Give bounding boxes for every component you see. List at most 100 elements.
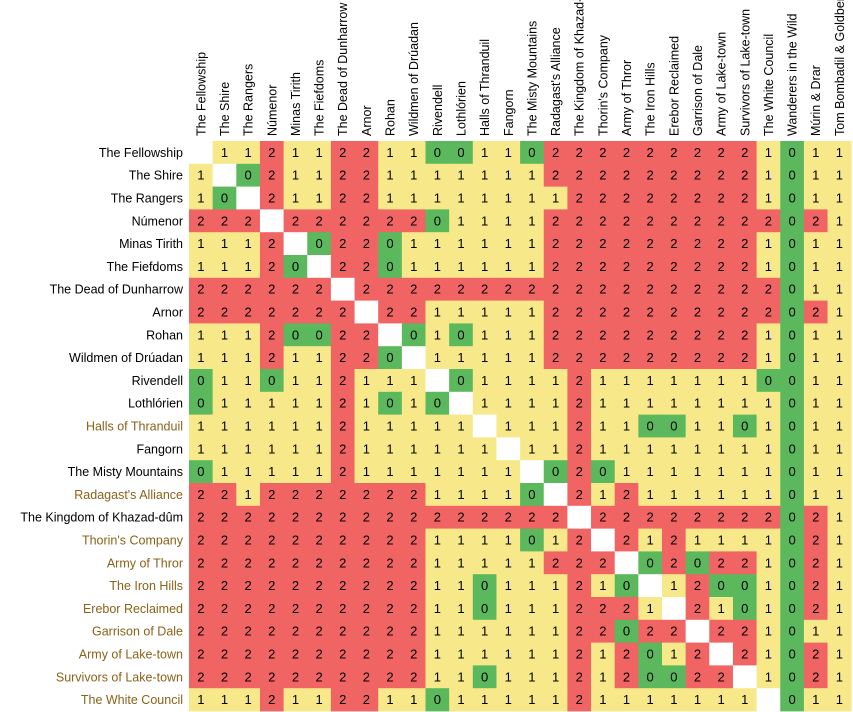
cell-value-label: 2 [339, 624, 346, 639]
cell-value-label: 2 [386, 578, 393, 593]
heatmap-cell [614, 483, 639, 507]
cell-value-label: 2 [410, 601, 417, 616]
heatmap-cell [401, 460, 426, 484]
heatmap-cell [330, 597, 355, 621]
cell-value-label: 2 [339, 601, 346, 616]
cell-value-label: 2 [599, 510, 606, 525]
cell-value-label: 2 [339, 578, 346, 593]
heatmap-cell [425, 528, 450, 552]
cell-value-label: 2 [623, 327, 630, 342]
cell-value-label: 2 [363, 487, 370, 502]
row-label: The Iron Hills [109, 579, 183, 593]
cell-value-label: 1 [221, 396, 228, 411]
cell-value-label: 1 [836, 601, 843, 616]
cell-value-label: 1 [481, 350, 488, 365]
cell-value-label: 1 [694, 419, 701, 434]
cell-value-label: 1 [765, 145, 772, 160]
heatmap-cell [354, 414, 379, 438]
cell-value-label: 1 [481, 168, 488, 183]
heatmap-cell [732, 528, 757, 552]
heatmap-cell [307, 688, 332, 712]
cell-value-label: 2 [718, 236, 725, 251]
heatmap-cell [472, 300, 497, 324]
heatmap-cell [827, 688, 852, 712]
heatmap-cell [496, 391, 521, 415]
cell-value-label: 0 [741, 578, 748, 593]
heatmap-cell [354, 505, 379, 529]
heatmap-cell [827, 255, 852, 279]
cell-value-label: 2 [647, 236, 654, 251]
heatmap-cell [543, 300, 568, 324]
heatmap-cell [756, 391, 781, 415]
heatmap-cell [803, 505, 828, 529]
heatmap-cell [449, 642, 474, 666]
cell-value-label: 1 [292, 692, 299, 707]
cell-value-label: 2 [647, 305, 654, 320]
heatmap-cell [354, 483, 379, 507]
cell-value-label: 2 [339, 533, 346, 548]
cell-value-label: 1 [410, 396, 417, 411]
heatmap-cell [780, 437, 805, 461]
cell-value-label: 1 [528, 168, 535, 183]
heatmap-cell [685, 642, 710, 666]
cell-value-label: 2 [765, 305, 772, 320]
cell-value-label: 2 [268, 168, 275, 183]
cell-value-label: 1 [315, 191, 322, 206]
heatmap-cell [685, 665, 710, 689]
cell-value-label: 2 [694, 191, 701, 206]
cell-value-label: 2 [812, 510, 819, 525]
heatmap-cell [543, 665, 568, 689]
cell-value-label: 0 [788, 145, 795, 160]
cell-value-label: 1 [434, 350, 441, 365]
heatmap-cell [472, 369, 497, 393]
heatmap-cell [662, 277, 687, 301]
cell-value-label: 2 [576, 213, 583, 228]
heatmap-cell [212, 391, 237, 415]
heatmap-cell [354, 551, 379, 575]
heatmap-cell [378, 369, 403, 393]
cell-value-label: 2 [647, 624, 654, 639]
cell-value-label: 2 [268, 282, 275, 297]
heatmap-cell [307, 505, 332, 529]
cell-value-label: 2 [268, 487, 275, 502]
heatmap-cell [496, 346, 521, 370]
cell-value-label: 1 [599, 578, 606, 593]
cell-value-label: 0 [788, 282, 795, 297]
cell-value-label: 2 [552, 259, 559, 274]
heatmap-cell [709, 551, 734, 575]
row-label: Rivendell [132, 374, 183, 388]
cell-value-label: 2 [363, 692, 370, 707]
cell-value-label: 2 [599, 168, 606, 183]
cell-value-label: 1 [268, 396, 275, 411]
heatmap-cell [307, 665, 332, 689]
cell-value-label: 1 [481, 373, 488, 388]
cell-value-label: 2 [576, 624, 583, 639]
cell-value-label: 1 [410, 168, 417, 183]
heatmap-cell [543, 391, 568, 415]
cell-value-label: 1 [481, 396, 488, 411]
heatmap-cell [591, 209, 616, 233]
heatmap-cell [543, 460, 568, 484]
heatmap-cell [472, 232, 497, 256]
heatmap-cell [212, 665, 237, 689]
heatmap-cell [756, 323, 781, 347]
cell-value-label: 2 [623, 168, 630, 183]
column-label: The White Council [762, 34, 776, 136]
heatmap-cell [756, 209, 781, 233]
heatmap-cell [614, 163, 639, 187]
cell-value-label: 2 [292, 578, 299, 593]
heatmap-cell [685, 391, 710, 415]
heatmap-cell [472, 414, 497, 438]
heatmap-cell [354, 323, 379, 347]
heatmap-cell [496, 665, 521, 689]
heatmap-cell [212, 619, 237, 643]
heatmap-cell [520, 414, 545, 438]
cell-value-label: 1 [694, 487, 701, 502]
heatmap-cell [330, 209, 355, 233]
heatmap-cell [425, 551, 450, 575]
cell-value-label: 0 [386, 396, 393, 411]
heatmap-cell [520, 437, 545, 461]
heatmap-cell [354, 597, 379, 621]
heatmap-cell [378, 551, 403, 575]
heatmap-cell [709, 369, 734, 393]
